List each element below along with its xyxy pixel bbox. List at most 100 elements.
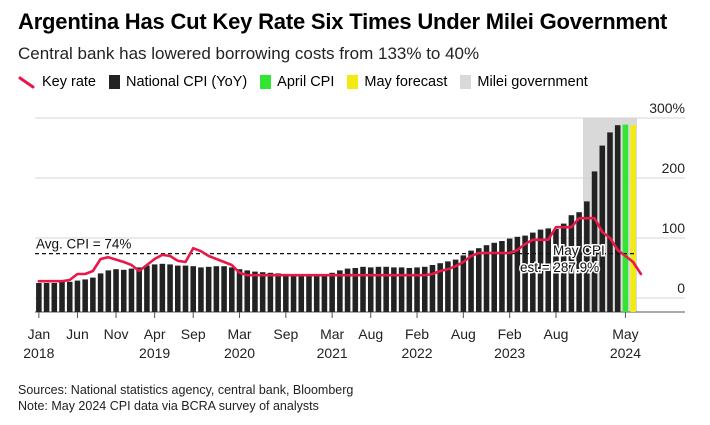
cpi-bar xyxy=(51,283,58,312)
cpi-bar xyxy=(491,242,497,312)
cpi-bar xyxy=(236,269,243,312)
cpi-bar xyxy=(468,250,474,312)
x-tick-label: Aug xyxy=(358,326,383,342)
may-cpi-annotation: May CPI xyxy=(553,243,605,258)
cpi-bar xyxy=(144,265,150,312)
y-tick-label: 300% xyxy=(649,100,685,116)
cpi-key-rate-chart: Avg. CPI = 74% 0 100 200 300% May CPI est.= 2… xyxy=(23,100,686,361)
legend-item-key-rate: Key rate xyxy=(18,74,96,90)
x-tick-label: Aug xyxy=(544,326,569,342)
cpi-bar xyxy=(128,268,135,312)
cpi-bar xyxy=(406,268,413,312)
cpi-bar xyxy=(298,275,305,312)
cpi-bar xyxy=(445,261,451,312)
legend-item-april-cpi: April CPI xyxy=(260,74,334,90)
x-tick-year-label: 2024 xyxy=(610,345,641,361)
legend-swatch xyxy=(347,75,359,89)
chart-footer: Sources: National statistics agency, cen… xyxy=(18,382,353,414)
cpi-bar xyxy=(136,267,142,312)
legend-label: May forecast xyxy=(364,74,448,90)
cpi-bar xyxy=(614,125,621,312)
x-tick-label: Jan xyxy=(28,326,51,342)
x-tick-label: Sep xyxy=(181,326,206,342)
cpi-bar xyxy=(344,268,351,312)
x-tick-label: Feb xyxy=(405,326,429,342)
cpi-bar xyxy=(275,273,281,312)
legend-label: National CPI (YoY) xyxy=(126,74,248,90)
cpi-bar xyxy=(560,223,567,312)
cpi-bar xyxy=(576,212,582,312)
cpi-bar xyxy=(476,248,482,312)
cpi-bar xyxy=(483,245,490,312)
legend-item-cpi: National CPI (YoY) xyxy=(109,74,247,90)
cpi-bar xyxy=(391,267,397,312)
x-tick-year-label: 2019 xyxy=(139,345,170,361)
key-rate-line xyxy=(37,216,643,283)
cpi-bar xyxy=(159,263,166,312)
legend-label: Key rate xyxy=(42,74,96,90)
cpi-bar xyxy=(398,267,405,312)
cpi-bar xyxy=(151,264,158,312)
cpi-bar xyxy=(568,215,575,312)
y-tick-label: 0 xyxy=(677,280,685,296)
cpi-bar xyxy=(414,267,420,312)
chart-title: Argentina Has Cut Key Rate Six Times Und… xyxy=(18,9,668,34)
cpi-bar xyxy=(553,229,559,312)
cpi-bar xyxy=(599,145,606,312)
cpi-bar xyxy=(537,229,544,312)
cpi-bar xyxy=(622,124,629,312)
legend-swatch xyxy=(460,75,472,89)
cpi-bar xyxy=(591,171,598,312)
cpi-bar xyxy=(506,238,513,312)
cpi-bar xyxy=(74,280,81,312)
cpi-bar xyxy=(306,276,312,312)
x-tick-label: Mar xyxy=(227,326,251,342)
cpi-bar xyxy=(97,273,104,312)
cpi-bar xyxy=(329,272,335,312)
avg-cpi-label: Avg. CPI = 74% xyxy=(36,237,131,252)
x-tick-label: Aug xyxy=(451,326,476,342)
cpi-bar xyxy=(460,255,467,312)
cpi-bar xyxy=(545,228,552,312)
cpi-bar xyxy=(205,266,212,312)
data-note: Note: May 2024 CPI data via BCRA survey … xyxy=(18,399,319,413)
cpi-bar xyxy=(429,265,436,312)
sources-note: Sources: National statistics agency, cen… xyxy=(18,383,354,397)
cpi-bar xyxy=(82,279,88,312)
cpi-bar xyxy=(259,272,266,312)
cpi-bar xyxy=(352,268,359,312)
cpi-bar xyxy=(421,266,428,312)
cpi-bar xyxy=(175,265,181,312)
chart-legend: Key rate National CPI (YoY) April CPI Ma… xyxy=(18,74,601,90)
x-tick-label: May xyxy=(612,326,638,342)
cpi-bar xyxy=(367,267,374,312)
x-tick-label: Feb xyxy=(498,326,522,342)
cpi-bar xyxy=(244,270,251,312)
cpi-bar xyxy=(120,269,127,312)
cpi-bar xyxy=(198,267,204,312)
cpi-bar xyxy=(313,276,320,312)
x-tick-label: Mar xyxy=(320,326,344,342)
x-tick-label: Jun xyxy=(66,326,89,342)
cpi-bar xyxy=(105,270,112,312)
cpi-bar xyxy=(499,241,505,312)
cpi-bar xyxy=(375,266,382,312)
cpi-bar xyxy=(190,266,196,312)
cpi-bar xyxy=(167,264,173,312)
x-tick-label: Nov xyxy=(104,326,129,342)
cpi-bar xyxy=(66,281,73,312)
cpi-bar xyxy=(283,275,289,312)
x-tick-year-label: 2022 xyxy=(401,345,432,361)
cpi-bar xyxy=(383,266,389,312)
cpi-bar xyxy=(290,275,297,312)
x-tick-year-label: 2020 xyxy=(224,345,255,361)
x-tick-label: Apr xyxy=(144,326,166,342)
cpi-bar xyxy=(267,272,274,312)
cpi-bar xyxy=(113,269,119,312)
y-tick-label: 200 xyxy=(662,160,686,176)
legend-item-may-forecast: May forecast xyxy=(347,74,447,90)
cpi-bar xyxy=(337,270,343,312)
cpi-bar xyxy=(630,125,636,312)
cpi-bar xyxy=(229,267,235,312)
may-cpi-estimate-annotation: est.= 287.9% xyxy=(520,260,599,275)
